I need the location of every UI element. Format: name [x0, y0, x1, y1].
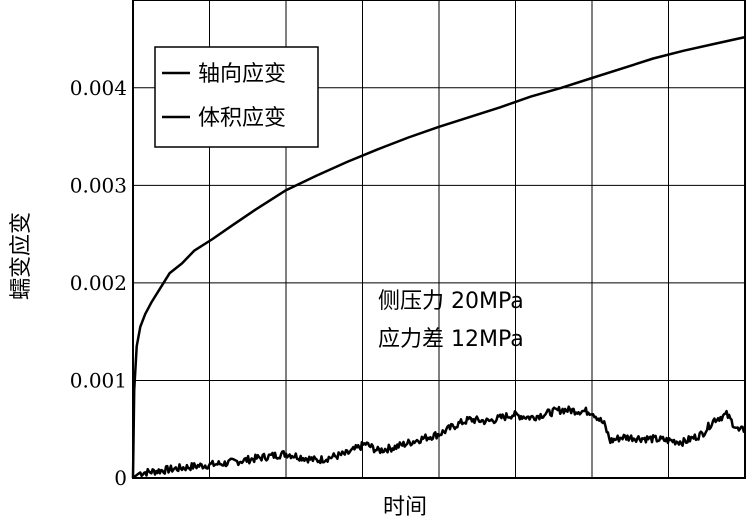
annotation-confining-pressure: 侧压力 20MPa: [378, 289, 524, 314]
grid: [133, 0, 745, 478]
y-tick-label: 0: [114, 466, 127, 490]
legend-label-axial: 轴向应变: [198, 62, 286, 87]
y-tick-label: 0.003: [70, 173, 127, 197]
y-tick-label: 0.002: [70, 271, 127, 295]
annotation-stress-difference: 应力差 12MPa: [378, 327, 524, 352]
legend-label-volumetric: 体积应变: [198, 106, 286, 131]
y-tick-label: 0.001: [70, 368, 127, 392]
y-tick-label: 0.004: [70, 76, 127, 100]
series-volumetric-strain-line: [132, 405, 746, 479]
y-axis-title: 蠕变应变: [9, 212, 34, 300]
plot-frame: [132, 0, 746, 479]
series-layer: [131, 35, 746, 479]
series-axial-strain-line: [131, 35, 746, 479]
legend: 轴向应变 体积应变: [154, 46, 319, 148]
legend-box: [154, 46, 319, 148]
x-axis-title: 时间: [383, 495, 427, 519]
y-tick-labels: 0 0.001 0.002 0.003 0.004: [70, 76, 127, 490]
